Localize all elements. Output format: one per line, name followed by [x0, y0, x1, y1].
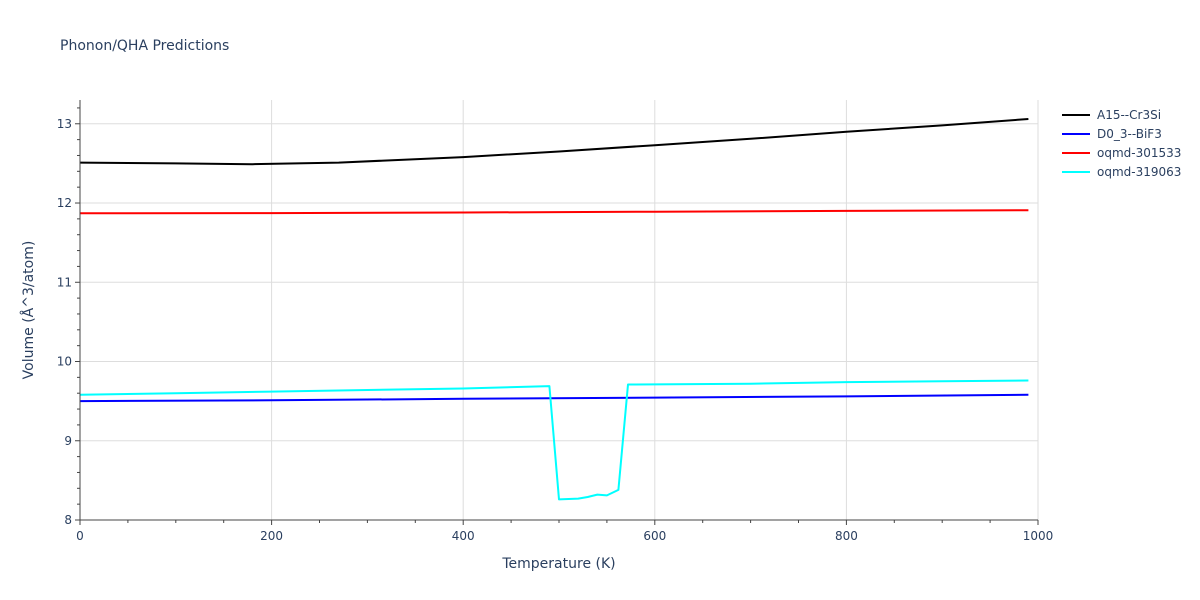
y-tick-label: 10 — [57, 355, 72, 369]
y-tick-label: 13 — [57, 117, 72, 131]
y-axis-title: Volume (Å^3/atom) — [20, 241, 37, 380]
y-tick-label: 8 — [64, 513, 72, 527]
series-line-oqmd-319063 — [79, 379, 1029, 501]
x-tick-label: 800 — [835, 529, 858, 543]
legend-label[interactable]: oqmd-301533 — [1097, 146, 1181, 160]
chart-title: Phonon/QHA Predictions — [60, 38, 229, 54]
x-tick-label: 400 — [452, 529, 475, 543]
x-tick-label: 0 — [76, 529, 84, 543]
y-tick-label: 9 — [64, 434, 72, 448]
legend-label[interactable]: oqmd-319063 — [1097, 165, 1181, 179]
y-tick-label: 12 — [57, 196, 72, 210]
x-tick-label: 600 — [643, 529, 666, 543]
legend-label[interactable]: A15--Cr3Si — [1097, 108, 1161, 122]
axes: 0 200 400 600 800 1000 8 9 10 11 12 13 — [57, 100, 1054, 543]
series-line-oqmd-301533 — [79, 209, 1029, 215]
legend-label[interactable]: D0_3--BiF3 — [1097, 127, 1162, 141]
legend[interactable]: A15--Cr3Si D0_3--BiF3 oqmd-301533 oqmd-3190… — [1062, 108, 1181, 179]
x-axis-title: Temperature (K) — [501, 556, 615, 572]
x-tick-label: 1000 — [1023, 529, 1054, 543]
y-tick-label: 11 — [57, 275, 72, 289]
x-tick-label: 200 — [260, 529, 283, 543]
series-line-A15--Cr3Si — [79, 118, 1029, 166]
series-line-D0_3--BiF3 — [79, 393, 1029, 403]
plot-area — [79, 118, 1029, 501]
